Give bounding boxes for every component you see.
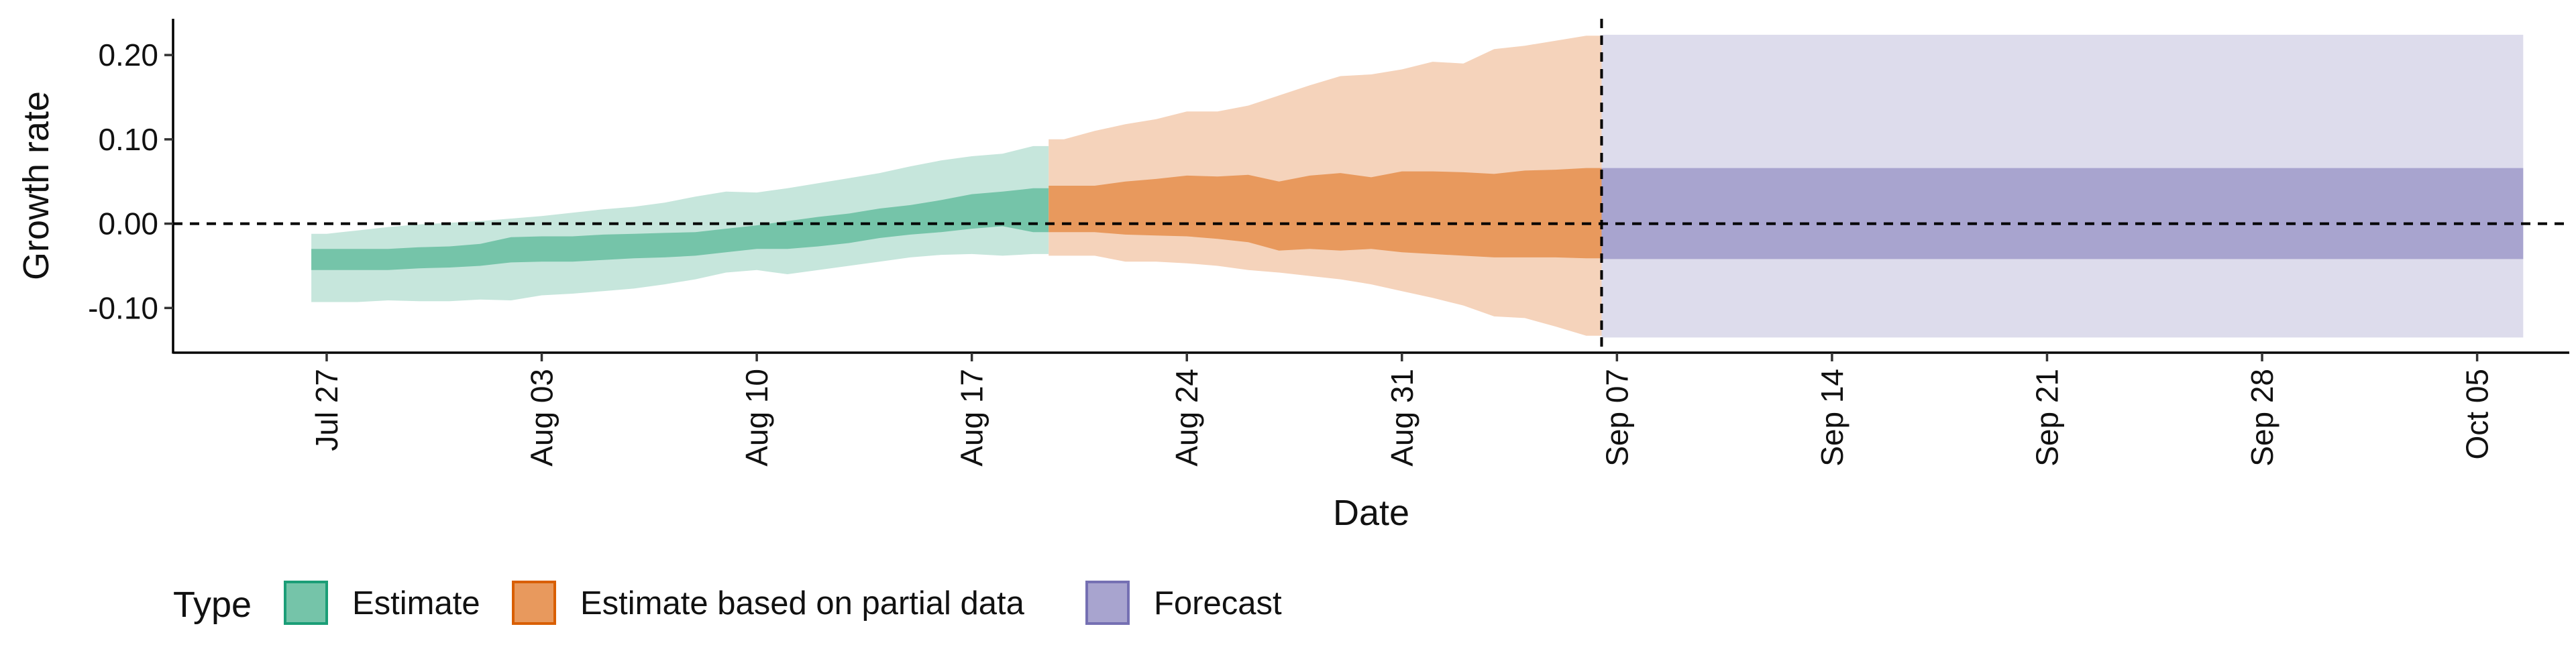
x-tick-label: Aug 24 (1169, 369, 1204, 467)
y-tick-label: 0.00 (98, 207, 158, 241)
reference-lines-layer (173, 19, 2569, 353)
axes-layer: 0.20 0.10 0.00 -0.10 Jul 27 Aug 03 Aug 10 Aug 1… (16, 19, 2569, 533)
y-tick-label: 0.20 (98, 38, 158, 72)
legend-key-forecast (1085, 581, 1130, 625)
x-tick-label: Sep 07 (1599, 369, 1634, 467)
forecast-inner-band (1601, 168, 2524, 259)
y-tick-label: 0.10 (98, 122, 158, 157)
x-tick-label: Sep 28 (2245, 369, 2279, 467)
bands-layer (311, 34, 2524, 338)
estimate-based-on-partial-data-inner-band (1049, 168, 1602, 259)
x-tick-label: Aug 31 (1385, 369, 1419, 467)
x-tick-label: Jul 27 (309, 369, 344, 451)
y-tick-label: -0.10 (88, 290, 158, 325)
x-tick-label: Aug 17 (955, 369, 989, 467)
legend-label-forecast: Forecast (1154, 585, 1282, 622)
legend: Type Estimate Estimate based on partial da… (173, 581, 1282, 625)
legend-key-estimate-based-on-partial-data (512, 581, 556, 625)
legend-label-estimate: Estimate (352, 585, 480, 622)
x-tick-label: Sep 14 (1815, 369, 1849, 467)
x-tick-label: Sep 21 (2029, 369, 2064, 467)
x-tick-label: Aug 10 (739, 369, 774, 467)
legend-title: Type (173, 585, 252, 625)
x-tick-label: Oct 05 (2460, 369, 2495, 460)
x-axis-title: Date (1333, 493, 1409, 533)
x-tick-label: Aug 03 (525, 369, 559, 467)
legend-label-estimate-based-on-partial-data: Estimate based on partial data (580, 585, 1025, 622)
y-axis-title: Growth rate (16, 91, 56, 280)
estimate-inner-band (311, 188, 1049, 270)
legend-key-estimate (284, 581, 328, 625)
